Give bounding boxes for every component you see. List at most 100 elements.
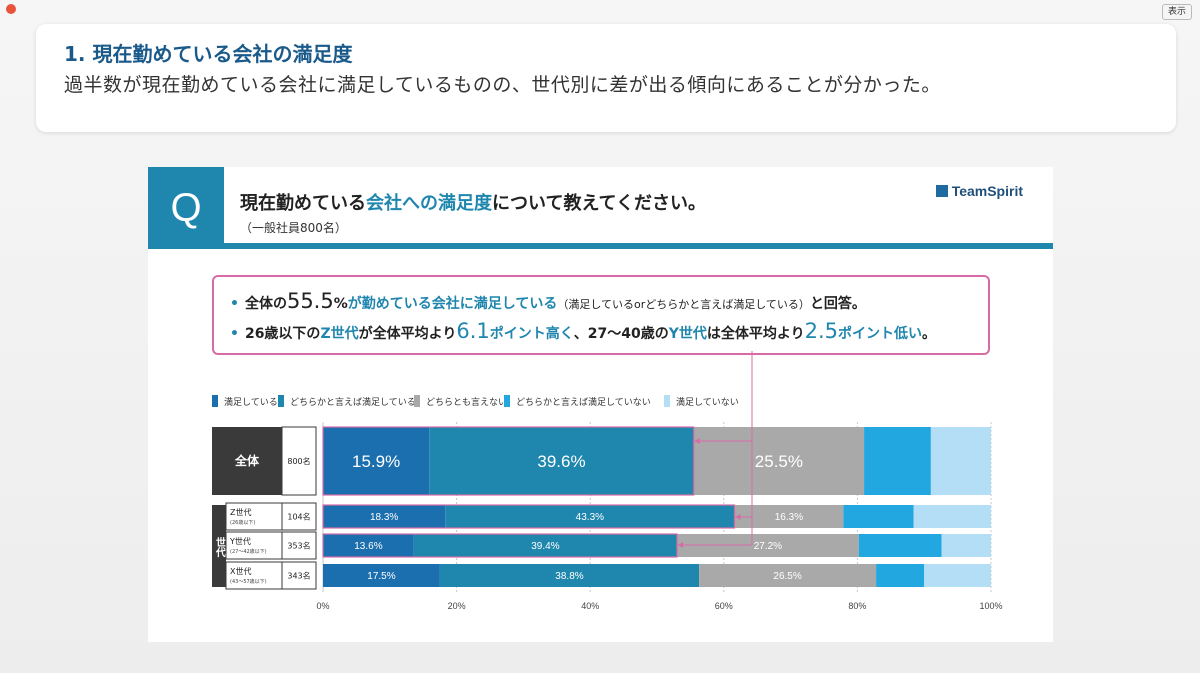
header-card: 1. 現在勤めている会社の満足度 過半数が現在勤めている会社に満足しているものの…: [36, 24, 1176, 132]
row-sublabel: (27〜42歳以下): [230, 548, 267, 555]
c2-mid3: は全体平均より: [706, 326, 805, 342]
c2-mid2: 、27〜40歳の: [573, 326, 669, 342]
legend-swatch: [664, 395, 670, 407]
bar-value-label: 13.6%: [354, 541, 382, 552]
bar-segment: [924, 564, 991, 587]
stacked-bar-chart: 0% 20% 40% 60% 80% 100% 世代 全体 800名 15.9% 39.6% 25.5…: [212, 351, 1003, 611]
c1-blue: が勤めている会社に満足している: [347, 296, 558, 312]
row-n: 104名: [287, 512, 310, 522]
callout-line-2: • 26歳以下のZ世代が全体平均より6.1ポイント高く、27〜40歳のY世代は全体…: [230, 319, 936, 343]
bar-segment: [677, 534, 859, 557]
connector-arrow: [735, 514, 741, 520]
c2-blue3: Y世代: [668, 326, 707, 342]
highlight-frame: [322, 426, 695, 496]
view-button-label: 表示: [1167, 7, 1186, 17]
bar-value-label: 39.6%: [537, 452, 585, 471]
record-icon: [6, 4, 16, 14]
question-band: [224, 167, 1053, 249]
teamspirit-logo: TeamSpirit: [935, 183, 1023, 199]
row-n-box: [281, 561, 317, 590]
row-n: 353名: [287, 541, 310, 551]
row-label-box: [225, 561, 283, 590]
legend-item: 満足していない: [664, 395, 739, 408]
bar-value-label: 17.5%: [367, 571, 395, 582]
legend-label: 満足していない: [676, 398, 739, 408]
summary-callout: • 全体の55.5%が勤めている会社に満足している（満足しているorどちらかと言え…: [212, 275, 990, 355]
row-label-box: [225, 502, 283, 531]
legend-swatch: [212, 395, 218, 407]
top-bar: 表示: [0, 0, 1200, 22]
row-n-box: [281, 502, 317, 531]
bar-value-label: 27.2%: [754, 541, 782, 552]
group-label: 世代: [214, 536, 227, 558]
bar-value-label: 16.3%: [775, 512, 803, 523]
x-tick-label: 40%: [581, 601, 599, 611]
bar-segment: [413, 534, 678, 557]
bar-segment: [864, 427, 931, 495]
bar-value-label: 38.8%: [555, 571, 583, 582]
bar-segment: [429, 427, 694, 495]
page-title: 1. 現在勤めている会社の満足度: [64, 42, 353, 66]
bar-segment: [323, 505, 446, 528]
bar-segment: [858, 534, 942, 557]
bar-segment: [699, 564, 877, 587]
bar-segment: [323, 427, 430, 495]
legend-item: どちらかと言えば満足している: [278, 395, 416, 408]
logo-icon: [935, 185, 948, 197]
row-label: X世代: [230, 566, 251, 576]
legend-swatch: [278, 395, 284, 407]
bar-segment: [941, 534, 991, 557]
bar-segment: [439, 564, 700, 587]
row-n-box: [281, 531, 317, 560]
legend-swatch: [504, 395, 510, 407]
row-n: 343名: [287, 571, 310, 581]
c2-blue1: Z世代: [320, 326, 359, 342]
bar-value-label: 15.9%: [352, 452, 400, 471]
c1-post: と回答。: [809, 296, 866, 312]
connector-arrow: [694, 438, 700, 444]
bar-value-label: 18.3%: [370, 512, 398, 523]
bar-segment: [876, 564, 925, 587]
bar-segment: [930, 427, 991, 495]
row-label: Z世代: [230, 507, 251, 517]
question-text: 現在勤めている会社への満足度について教えてください。: [240, 189, 706, 215]
c2-num2: 2.5: [804, 319, 838, 343]
bar-segment: [913, 505, 991, 528]
legend-item: どちらとも言えない: [414, 395, 507, 408]
question-text-b: について教えてください。: [492, 193, 707, 214]
logo-text: TeamSpirit: [951, 183, 1023, 199]
legend-item: 満足している: [212, 395, 278, 408]
callout-line-1: • 全体の55.5%が勤めている会社に満足している（満足しているorどちらかと言え…: [230, 289, 866, 313]
bar-segment: [693, 427, 865, 495]
c2-pre: 26歳以下の: [244, 326, 321, 342]
c2-num1: 6.1: [456, 319, 490, 343]
bar-value-label: 26.5%: [773, 571, 801, 582]
bar-value-label: 39.4%: [531, 541, 559, 552]
row-label-box: [212, 427, 282, 495]
bar-segment: [445, 505, 735, 528]
legend-label: どちらかと言えば満足している: [290, 398, 416, 408]
row-n-box: [281, 426, 317, 496]
row-label: Y世代: [229, 536, 251, 546]
question-text-highlight: 会社への満足度: [366, 193, 492, 214]
x-tick-label: 0%: [316, 601, 329, 611]
c1-num: 55.5: [286, 289, 334, 313]
c1-pre: 全体の: [244, 296, 287, 312]
group-label-box: [212, 505, 226, 587]
bar-segment: [323, 564, 440, 587]
x-tick-label: 60%: [715, 601, 733, 611]
legend-label: どちらかと言えば満足していない: [516, 398, 651, 408]
connector-arrow: [678, 542, 684, 548]
c2-post: 。: [921, 326, 936, 342]
chart-panel: Q 現在勤めている会社への満足度について教えてください。 （一般社員800名） …: [148, 167, 1053, 642]
legend-label: どちらとも言えない: [426, 398, 508, 408]
row-n: 800名: [287, 456, 310, 466]
row-label: 全体: [234, 453, 260, 468]
x-tick-label: 80%: [848, 601, 866, 611]
view-button[interactable]: 表示: [1161, 4, 1192, 20]
bar-value-label: 25.5%: [755, 452, 803, 471]
c1-small: （満足しているorどちらかと言えば満足している）: [557, 298, 810, 311]
bar-value-label: 43.3%: [576, 512, 604, 523]
row-sublabel: (26歳以下): [230, 519, 255, 526]
